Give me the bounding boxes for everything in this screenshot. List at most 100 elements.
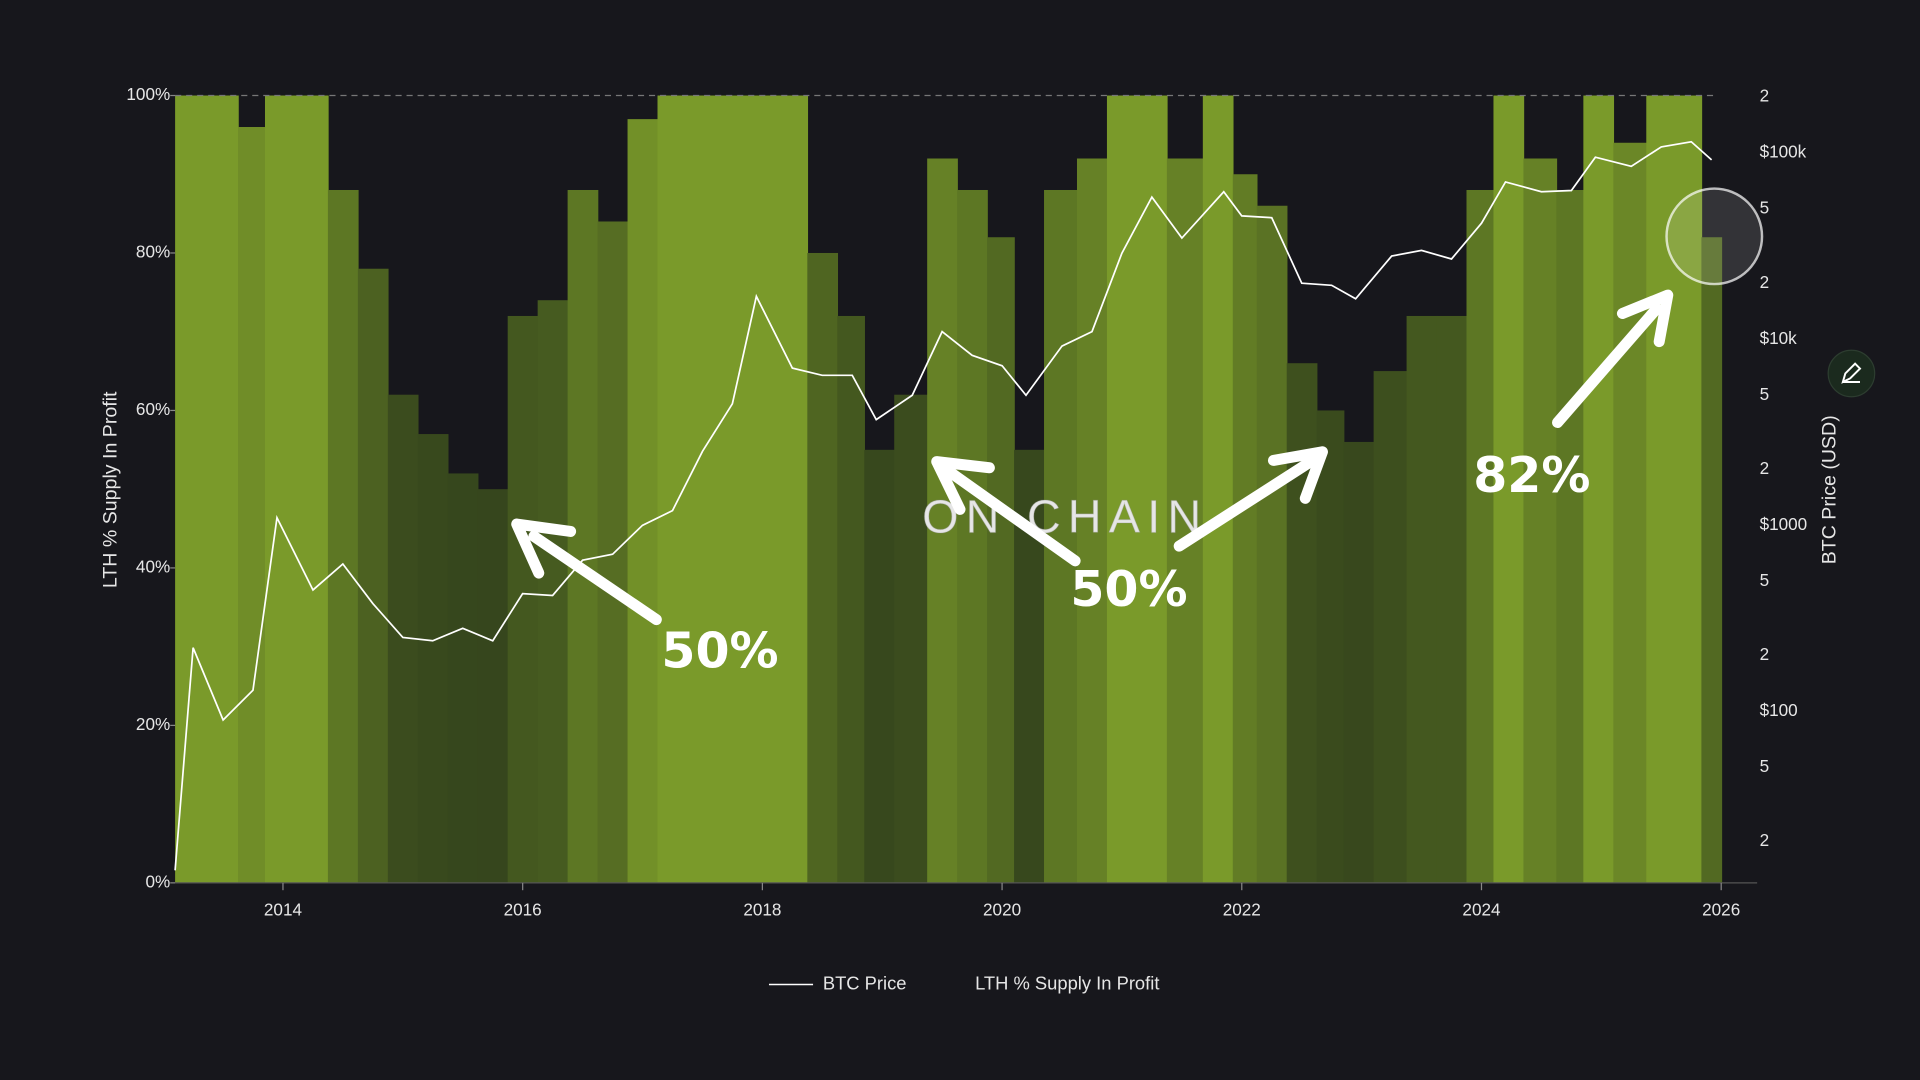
area-strip xyxy=(864,449,895,883)
area-strip xyxy=(327,189,359,883)
y2-tick-label: 5 xyxy=(1760,570,1770,590)
watermark: ON CHAIN xyxy=(922,491,1208,543)
area-strip xyxy=(1676,95,1703,883)
area-strip xyxy=(1076,158,1108,883)
arrow xyxy=(1173,454,1319,552)
area-strip xyxy=(175,95,185,883)
area-strip xyxy=(1136,95,1168,883)
area-strip xyxy=(1256,205,1288,883)
y2-tick-label: 5 xyxy=(1760,384,1770,404)
legend-item: BTC Price xyxy=(768,972,907,993)
x-tick-label: 2020 xyxy=(983,900,1021,920)
area-strip xyxy=(507,315,539,883)
area-strip xyxy=(1701,237,1723,883)
y-tick-label: 80% xyxy=(136,242,170,262)
area-strip xyxy=(1466,189,1495,883)
x-tick-label: 2018 xyxy=(743,900,781,920)
arrow xyxy=(528,530,662,626)
area-strip xyxy=(687,95,719,883)
area-strip xyxy=(894,394,928,883)
area-strip xyxy=(1436,315,1468,883)
area-strip xyxy=(1202,95,1234,883)
arrows xyxy=(511,289,1674,626)
annotation: 50% xyxy=(661,622,778,679)
y2-tick-label: $10k xyxy=(1760,328,1798,348)
area-strip xyxy=(1232,174,1258,883)
area-strip xyxy=(184,95,209,883)
annotation: 82% xyxy=(1473,447,1590,504)
area-strip xyxy=(1286,363,1318,883)
y2-tick-label: 2 xyxy=(1760,644,1770,664)
y2-tick-label: 2 xyxy=(1760,830,1770,850)
area-strip xyxy=(447,473,479,883)
y2-tick-label: $100k xyxy=(1760,142,1807,162)
area-strip xyxy=(1343,441,1375,883)
y2-axis-title: BTC Price (USD) xyxy=(1819,415,1841,564)
x-tick-label: 2022 xyxy=(1223,900,1261,920)
arrow-head xyxy=(1267,446,1328,504)
price-line xyxy=(174,140,1713,871)
legend-label: BTC Price xyxy=(823,972,907,993)
area-strip xyxy=(1373,371,1408,883)
y-tick-label: 60% xyxy=(136,399,170,419)
area-strip xyxy=(927,158,958,883)
arrow xyxy=(1552,303,1663,428)
x-tick-label: 2024 xyxy=(1462,900,1501,920)
y-tick-label: 20% xyxy=(136,714,170,734)
area-strip xyxy=(417,434,449,883)
area-strip xyxy=(1493,95,1525,883)
x-tick-label: 2016 xyxy=(504,900,542,920)
y-tick-label: 40% xyxy=(136,556,170,576)
y-axis-title: LTH % Supply In Profit xyxy=(99,391,121,588)
y2-tick-label: 2 xyxy=(1760,272,1770,292)
edit-icon[interactable] xyxy=(1841,362,1862,384)
area-strip xyxy=(1583,95,1615,883)
y-tick-label: 0% xyxy=(145,871,170,891)
y2-tick-label: $100 xyxy=(1760,700,1798,720)
arrow-head xyxy=(1616,289,1674,348)
y-tick-label: 100% xyxy=(126,84,170,104)
area-strip xyxy=(957,189,988,883)
area-strip xyxy=(1523,158,1558,883)
area-strip xyxy=(837,315,865,883)
y2-tick-label: 2 xyxy=(1760,86,1770,106)
area-strip xyxy=(357,268,389,883)
highlight-circle xyxy=(1665,187,1764,286)
area-strip xyxy=(774,95,809,883)
y2-tick-label: 2 xyxy=(1760,458,1770,478)
area-strip xyxy=(1316,410,1345,883)
annotation: 50% xyxy=(1070,561,1187,618)
area-strip xyxy=(537,300,569,883)
edit-button-bg[interactable] xyxy=(1827,349,1876,398)
area-strip xyxy=(717,95,746,883)
area-strip xyxy=(294,95,329,883)
area-strip xyxy=(987,237,1015,883)
y2-tick-label: 5 xyxy=(1760,198,1770,218)
x-tick-label: 2014 xyxy=(264,900,303,920)
area-strip xyxy=(1646,95,1677,883)
area-strip xyxy=(1613,142,1648,883)
legend-item: LTH % Supply In Profit xyxy=(975,972,1159,993)
arrow-head xyxy=(931,456,995,515)
x-tick-label: 2026 xyxy=(1702,900,1740,920)
area-strip xyxy=(264,95,296,883)
area-strip xyxy=(477,489,509,883)
area-strip xyxy=(807,252,839,883)
area-strip xyxy=(1556,189,1585,883)
y2-tick-label: $1000 xyxy=(1760,514,1808,534)
area-strip xyxy=(597,221,629,883)
y2-tick-label: 5 xyxy=(1760,756,1770,776)
arrow-head xyxy=(511,518,577,579)
area-strip xyxy=(1406,315,1438,883)
area-strip xyxy=(1166,158,1204,883)
area-strip xyxy=(238,127,266,883)
area-strip xyxy=(627,119,659,883)
area-strip xyxy=(208,95,239,883)
edit-button[interactable] xyxy=(1827,349,1876,398)
legend-label: LTH % Supply In Profit xyxy=(975,972,1159,993)
area-strip xyxy=(744,95,776,883)
arrow xyxy=(943,465,1081,567)
plot-area: 2014 2016 2018 2020 2022 2024 2026 0% 20% 40% 60% 8… xyxy=(126,84,1807,920)
area-strip xyxy=(1106,95,1138,883)
